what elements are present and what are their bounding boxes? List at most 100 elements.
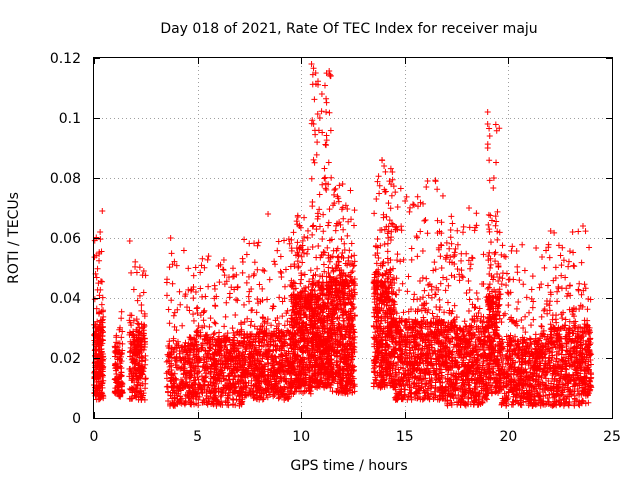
- data-point-marker: [141, 365, 148, 372]
- data-point-marker: [113, 332, 120, 339]
- data-point-marker: [142, 375, 149, 382]
- data-point-marker: [133, 367, 140, 374]
- data-point-marker: [137, 382, 144, 389]
- data-point-marker: [99, 379, 106, 386]
- chart-title: Day 018 of 2021, Rate Of TEC Index for r…: [160, 21, 537, 37]
- data-point-marker: [99, 372, 106, 379]
- data-point-marker: [179, 378, 186, 385]
- data-point-marker: [119, 347, 126, 354]
- data-point-marker: [173, 327, 180, 334]
- data-point-marker: [171, 309, 178, 316]
- data-point-marker: [170, 402, 177, 409]
- data-point-marker: [129, 341, 136, 348]
- data-point-marker: [185, 265, 192, 272]
- data-point-marker: [238, 326, 245, 333]
- data-point-marker: [119, 389, 126, 396]
- data-point-marker: [126, 238, 133, 245]
- data-point-marker: [168, 354, 175, 361]
- data-point-marker: [133, 334, 140, 341]
- data-point-marker: [131, 349, 138, 356]
- data-point-marker: [169, 280, 176, 287]
- data-point-marker: [134, 297, 141, 304]
- data-point-marker: [177, 396, 184, 403]
- data-point-marker: [114, 380, 121, 387]
- data-point-marker: [166, 264, 173, 271]
- data-point-marker: [166, 363, 173, 370]
- data-point-marker: [126, 329, 133, 336]
- data-point-marker: [166, 320, 173, 327]
- data-point-marker: [182, 374, 189, 381]
- data-point-marker: [129, 375, 136, 382]
- data-point-marker: [112, 365, 119, 372]
- data-point-marker: [126, 317, 133, 324]
- data-point-marker: [176, 350, 183, 357]
- data-point-marker: [96, 310, 103, 317]
- data-point-marker: [140, 289, 147, 296]
- data-point-marker: [96, 250, 103, 257]
- data-point-marker: [177, 357, 184, 364]
- data-point-marker: [99, 332, 106, 339]
- data-point-marker: [118, 334, 125, 341]
- data-point-marker: [96, 363, 103, 370]
- data-point-marker: [93, 343, 100, 350]
- data-point-marker: [138, 301, 145, 308]
- data-point-marker: [182, 339, 189, 346]
- data-point-marker: [113, 339, 120, 346]
- data-point-marker: [134, 339, 141, 346]
- data-point-marker: [141, 335, 148, 342]
- data-point-marker: [127, 348, 134, 355]
- data-point-marker: [165, 357, 172, 364]
- data-point-marker: [98, 319, 105, 326]
- data-point-marker: [130, 286, 137, 293]
- data-point-marker: [99, 294, 106, 301]
- data-point-marker: [128, 369, 135, 376]
- data-point-marker: [238, 321, 245, 328]
- data-point-marker: [99, 278, 106, 285]
- data-point-marker: [170, 312, 177, 319]
- data-point-marker: [118, 369, 125, 376]
- data-point-marker: [171, 258, 178, 265]
- data-point-marker: [96, 324, 103, 331]
- data-point-marker: [211, 319, 218, 326]
- data-point-marker: [168, 370, 175, 377]
- data-point-marker: [175, 364, 182, 371]
- data-point-marker: [130, 328, 137, 335]
- data-point-marker: [163, 279, 170, 286]
- data-point-marker: [175, 390, 182, 397]
- data-point-marker: [98, 345, 105, 352]
- data-point-marker: [127, 367, 134, 374]
- data-point-marker: [111, 343, 118, 350]
- data-point-marker: [116, 340, 123, 347]
- data-point-marker: [186, 379, 193, 386]
- data-point-marker: [166, 351, 173, 358]
- data-point-marker: [129, 389, 136, 396]
- data-point-marker: [138, 341, 145, 348]
- data-point-marker: [165, 388, 171, 395]
- data-point-marker: [168, 297, 175, 304]
- data-point-marker: [182, 293, 189, 300]
- data-point-marker: [138, 364, 145, 371]
- data-point-marker: [93, 305, 100, 312]
- data-point-marker: [117, 381, 124, 388]
- data-point-marker: [168, 250, 175, 257]
- data-point-marker: [168, 344, 175, 351]
- data-point-marker: [130, 384, 137, 391]
- data-point-marker: [172, 362, 179, 369]
- data-point-marker: [100, 313, 107, 320]
- data-point-marker: [174, 338, 181, 345]
- data-point-marker: [93, 376, 100, 383]
- data-point-marker: [134, 320, 141, 327]
- data-point-marker: [138, 307, 145, 314]
- data-point-marker: [117, 324, 124, 331]
- data-point-marker: [112, 389, 119, 396]
- data-point-marker: [94, 265, 101, 272]
- data-point-marker: [97, 236, 104, 243]
- data-point-marker: [181, 383, 188, 390]
- data-point-marker: [114, 354, 121, 361]
- data-point-marker: [133, 352, 140, 359]
- data-point-marker: [163, 292, 170, 299]
- data-point-marker: [142, 380, 149, 387]
- data-point-marker: [138, 321, 145, 328]
- data-point-marker: [91, 296, 98, 303]
